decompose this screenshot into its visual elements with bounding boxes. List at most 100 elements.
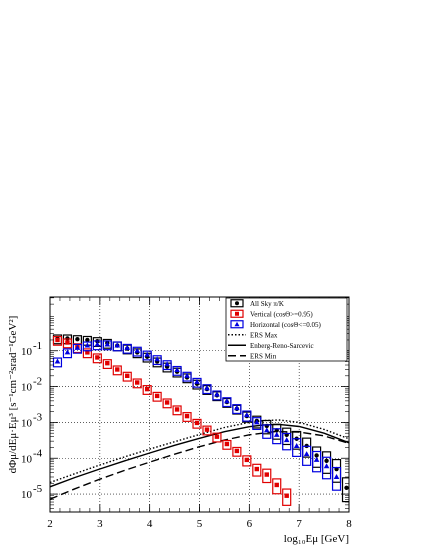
series-1-point: [135, 380, 140, 385]
curve-solid: [50, 423, 349, 488]
series-1-point: [194, 420, 200, 426]
series-2-error-box: [242, 410, 252, 422]
axis-ticks: [49, 297, 350, 512]
series-1-error-box: [212, 432, 222, 443]
series-2-point: [254, 419, 260, 425]
series-2-error-box: [292, 438, 302, 457]
series-1-point: [254, 466, 260, 472]
series-1-error-box: [182, 412, 192, 422]
series-1-error-box: [52, 335, 63, 346]
series-1-point: [244, 457, 250, 463]
series-2-point: [313, 456, 320, 462]
legend-box: [225, 297, 348, 362]
series-2-error-box: [172, 365, 182, 376]
series-2-point: [94, 341, 101, 347]
series-1-point: [95, 355, 100, 360]
series-2-point: [333, 473, 340, 479]
series-2-point: [64, 349, 71, 355]
series-2-error-box: [182, 371, 192, 382]
y-tick-label: 10: [21, 382, 33, 394]
series-2-point: [144, 351, 150, 357]
series-2-error-box: [112, 341, 122, 352]
series-1-point: [55, 337, 60, 343]
series-2-error-box: [82, 341, 92, 352]
series-1-point: [105, 360, 110, 366]
series-2-point: [224, 398, 230, 404]
y-tick-label: 10: [21, 489, 33, 501]
legend-entry-label: ERS Max: [250, 331, 278, 339]
series-2-error-box: [122, 343, 132, 354]
series-1-error-box: [82, 348, 92, 359]
series-2-point: [54, 358, 61, 364]
series-1-error-box: [122, 371, 132, 382]
series-2-error-box: [102, 340, 112, 351]
series-2-point: [204, 385, 210, 391]
chart-legend: All Sky π/K Vertical (cosΘ>=0.95) Horizont…: [225, 297, 348, 362]
series-2-point: [263, 427, 270, 433]
series-1-point: [204, 427, 210, 432]
series-1-point: [274, 482, 279, 488]
curve-dotted: [50, 419, 349, 484]
series-2-error-box: [262, 424, 272, 439]
series-2-point: [74, 344, 81, 350]
series-1-error-box: [282, 488, 292, 506]
series-2-point: [234, 405, 240, 411]
series-2-point: [114, 342, 121, 348]
x-tick-label: 2: [47, 518, 53, 530]
series-2-error-box: [272, 428, 282, 445]
series-0-point: [324, 458, 329, 463]
series-2-point: [164, 361, 170, 367]
x-tick-label: 8: [346, 518, 352, 530]
legend-marker: [235, 301, 239, 306]
legend-marker: [235, 311, 239, 316]
y-tick-exponent: -1: [33, 340, 42, 352]
y-axis-title: dΦμ/dEμ·Eμ³ [s⁻¹cm⁻²srad⁻¹GeV²]: [7, 316, 19, 474]
series-1-point: [234, 448, 240, 454]
series-2-error-box: [52, 357, 63, 368]
series-0-error-box: [341, 477, 349, 503]
y-tick-exponent: -3: [33, 411, 43, 423]
x-tick-label: 6: [247, 518, 253, 530]
series-1-error-box: [172, 405, 182, 416]
series-1-error-box: [232, 446, 242, 457]
series-2-error-box: [162, 360, 172, 371]
series-2-point: [194, 378, 200, 384]
series-1-point: [224, 441, 230, 447]
series-2-point: [283, 437, 290, 443]
series-1-error-box: [242, 455, 252, 467]
series-2-point: [214, 391, 220, 397]
series-0-point: [75, 337, 80, 342]
series-2-point: [134, 347, 141, 353]
x-tick-label: 5: [197, 518, 203, 530]
series-2-error-box: [252, 417, 262, 431]
series-2-point: [244, 412, 250, 418]
series-2-point: [184, 372, 190, 378]
legend-entry-label: Horizontal (cosΘ<=0.05): [250, 321, 322, 329]
series-2-point: [323, 463, 330, 469]
y-tick-exponent: -4: [33, 447, 43, 459]
series-2-error-box: [72, 343, 82, 354]
y-tick-label: 10: [21, 346, 33, 358]
series-1-error-box: [262, 468, 272, 484]
series-2-error-box: [62, 348, 73, 359]
series-2-error-box: [142, 350, 152, 361]
series-2-error-box: [152, 355, 162, 366]
series-1-error-box: [142, 385, 152, 395]
series-2-point: [174, 367, 180, 373]
series-1-point: [184, 413, 190, 419]
series-2-point: [273, 431, 280, 437]
legend-entry-label: All Sky π/K: [250, 300, 284, 308]
series-1-point: [264, 472, 269, 477]
series-2-point: [293, 442, 300, 448]
series-1-point: [125, 373, 130, 378]
series-1-point: [65, 340, 70, 345]
series-1-point: [85, 350, 90, 355]
series-1-point: [174, 407, 180, 412]
series-2-point: [303, 451, 310, 457]
series-2-error-box: [282, 432, 292, 451]
series-1-error-box: [92, 353, 102, 364]
legend-entry-label: Enberg-Reno-Sarcevic: [250, 342, 314, 350]
series-2-error-box: [321, 456, 332, 480]
series-2-error-box: [232, 404, 242, 414]
